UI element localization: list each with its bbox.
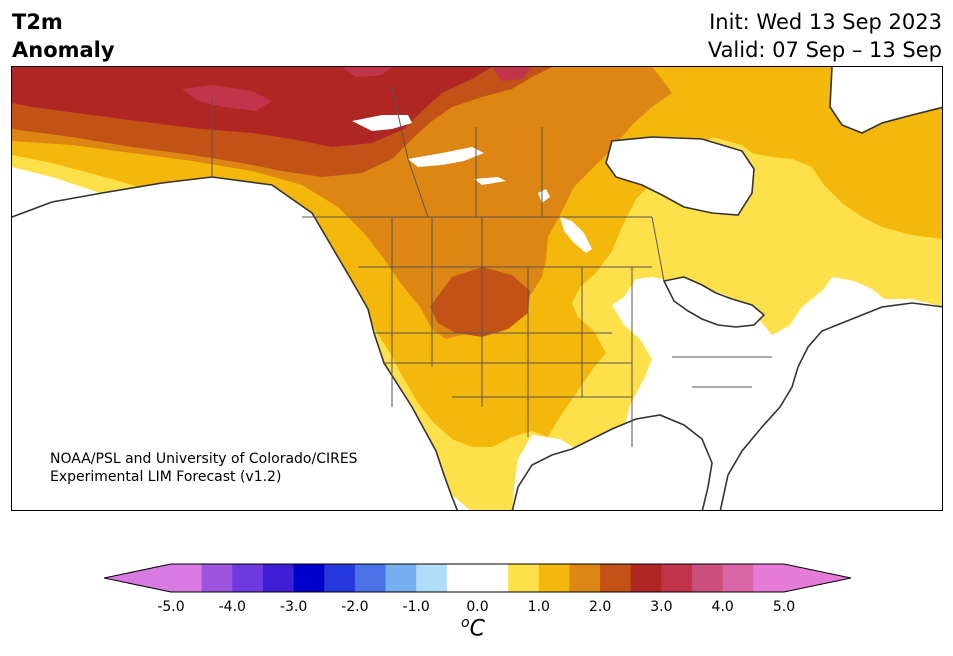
colorbar-bin: [569, 564, 601, 592]
colorbar-tick-label: -5.0: [157, 599, 185, 615]
labrador-sea: [830, 67, 942, 133]
colorbar-outline: [104, 563, 851, 593]
colorbar-bin: [600, 564, 632, 592]
degree-sup: o: [461, 615, 470, 631]
colorbar-tick-label: 1.0: [527, 599, 550, 615]
anomaly-map: NOAA/PSL and University of Colorado/CIRE…: [11, 66, 943, 511]
colorbar-extend-low: [104, 564, 171, 592]
colorbar-bin: [508, 564, 540, 592]
colorbar-tick-label: -3.0: [279, 599, 308, 615]
map-title: T2m Anomaly: [12, 8, 115, 64]
colorbar-bin: [446, 564, 478, 592]
pacific-ocean: [12, 177, 458, 510]
credit-line-1: NOAA/PSL and University of Colorado/CIRE…: [50, 451, 358, 467]
great-slave-lake: [408, 147, 484, 167]
anomaly-zone-2-0-rockies: [430, 267, 530, 337]
colorbar-tick-labels: -5.0 -4.0 -3.0 -2.0 -1.0 0.0 1.0 2.0 3.0 4.0 5.0: [0, 599, 953, 619]
coastlines: [12, 67, 942, 510]
title-anomaly: Anomaly: [12, 38, 115, 62]
colorbar-bin: [171, 564, 203, 592]
anomaly-zone-3-0: [182, 67, 532, 111]
colorbar-bin: [753, 564, 785, 592]
political-borders: [211, 86, 772, 447]
colorbar-tick-label: 5.0: [772, 599, 796, 615]
lake-athabasca: [474, 177, 506, 185]
great-lakes: [664, 277, 764, 327]
colorbar: [104, 563, 851, 593]
colorbar-tick-label: 2.0: [588, 599, 612, 615]
colorbar-tick-label: -4.0: [218, 599, 246, 615]
title-variable: T2m: [12, 10, 63, 34]
valid-range: Valid: 07 Sep – 13 Sep: [707, 38, 942, 62]
colorbar-tick-label: -2.0: [341, 599, 369, 615]
lake-winnipegosis: [538, 189, 550, 203]
colorbar-bin: [692, 564, 724, 592]
colorbar-bin: [538, 564, 570, 592]
colorbar-extend-high: [784, 564, 851, 592]
colorbar-bin: [232, 564, 264, 592]
forecast-dates: Init: Wed 13 Sep 2023 Valid: 07 Sep – 13…: [708, 8, 942, 64]
colorbar-bin: [201, 564, 233, 592]
colorbar-unit-label: oC: [461, 615, 485, 641]
colorbar-tick-label: -1.0: [402, 599, 430, 615]
colorbar-tick-label: 4.0: [711, 599, 734, 615]
colorbar-bin: [630, 564, 662, 592]
colorbar-bin: [385, 564, 417, 592]
colorbar-bin: [661, 564, 693, 592]
great-bear-lake: [352, 115, 412, 131]
map-canvas: [12, 67, 942, 510]
credit-line-2: Experimental LIM Forecast (v1.2): [50, 469, 282, 485]
init-date: Init: Wed 13 Sep 2023: [709, 10, 942, 34]
hudson-bay: [606, 137, 754, 215]
gulf-of-mexico: [512, 415, 712, 510]
atlantic-ocean: [720, 303, 942, 510]
colorbar-bin: [262, 564, 295, 592]
colorbar-bin: [354, 564, 387, 592]
colorbar-bin: [293, 564, 325, 592]
unit-base: C: [469, 616, 485, 642]
colorbar-tick-label: 3.0: [650, 599, 673, 615]
colorbar-bin: [722, 564, 754, 592]
credit-text: NOAA/PSL and University of Colorado/CIRE…: [50, 450, 358, 486]
colorbar-bin: [324, 564, 356, 592]
colorbar-bin: [477, 564, 509, 592]
colorbar-bin: [416, 564, 448, 592]
colorbar-tick-label: 0.0: [466, 599, 489, 615]
lake-winnipeg: [560, 217, 592, 253]
